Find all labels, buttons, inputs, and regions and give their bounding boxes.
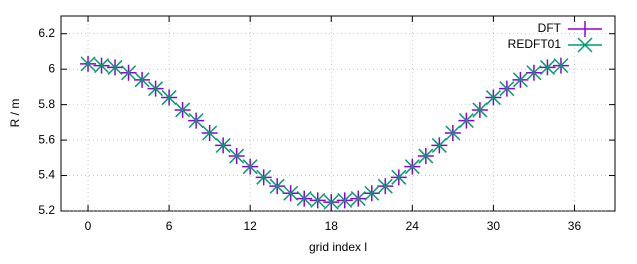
data-point <box>364 185 380 201</box>
data-point <box>404 159 420 175</box>
legend-label: REDFT01 <box>508 37 562 51</box>
data-point <box>310 192 326 208</box>
data-point <box>202 125 218 141</box>
legend-marker <box>568 37 602 53</box>
data-point <box>161 90 177 106</box>
data-point <box>256 169 272 185</box>
x-tick-label: 0 <box>85 219 92 233</box>
data-point <box>323 194 339 210</box>
data-point <box>553 58 569 74</box>
x-tick-label: 12 <box>243 219 257 233</box>
data-point <box>377 178 393 194</box>
data-point <box>107 59 123 75</box>
data-point <box>445 125 461 141</box>
x-axis-label: grid index l <box>309 240 367 254</box>
x-tick-label: 18 <box>325 219 339 233</box>
data-point <box>499 81 515 97</box>
data-point <box>458 113 474 129</box>
data-point <box>242 159 258 175</box>
data-point <box>80 56 96 72</box>
data-point <box>148 81 164 97</box>
legend-label: DFT <box>538 21 562 35</box>
y-tick-label: 5.6 <box>38 132 55 146</box>
data-point <box>134 72 150 88</box>
y-axis-label: R / m <box>8 99 22 128</box>
y-tick-label: 5.4 <box>38 168 55 182</box>
data-point <box>188 113 204 129</box>
y-tick-label: 6.2 <box>38 26 55 40</box>
y-tick-label: 5.2 <box>38 203 55 217</box>
y-tick-label: 6 <box>48 61 55 75</box>
data-point <box>337 192 353 208</box>
data-point <box>512 72 528 88</box>
data-point <box>215 137 231 153</box>
legend-marker <box>568 21 602 37</box>
data-point <box>283 185 299 201</box>
data-point <box>269 178 285 194</box>
data-point <box>485 90 501 106</box>
x-tick-label: 36 <box>568 219 582 233</box>
data-point <box>539 59 555 75</box>
data-point <box>121 65 137 81</box>
data-point <box>418 148 434 164</box>
data-point <box>229 148 245 164</box>
data-point <box>526 65 542 81</box>
data-point <box>350 191 366 207</box>
data-point <box>94 58 110 74</box>
data-point <box>431 137 447 153</box>
x-tick-label: 24 <box>406 219 420 233</box>
data-point <box>175 102 191 118</box>
y-tick-label: 5.8 <box>38 97 55 111</box>
x-tick-label: 30 <box>487 219 501 233</box>
data-point <box>472 102 488 118</box>
x-tick-label: 6 <box>166 219 173 233</box>
data-point <box>296 191 312 207</box>
data-point <box>391 169 407 185</box>
